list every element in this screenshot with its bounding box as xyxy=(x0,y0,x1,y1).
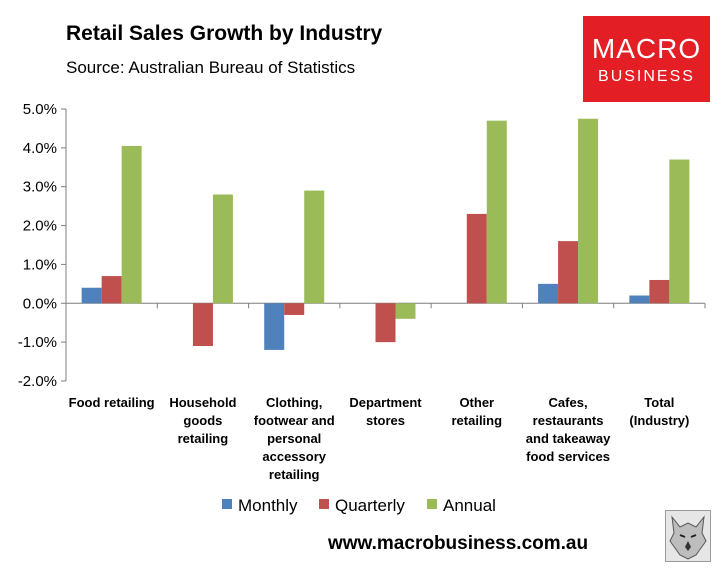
bar-quarterly xyxy=(649,279,670,304)
legend-swatch-quarterly xyxy=(319,499,329,509)
bar-annual xyxy=(578,118,599,304)
bar-quarterly xyxy=(558,241,579,304)
bar-annual xyxy=(304,190,325,304)
footer-url: www.macrobusiness.com.au xyxy=(328,533,589,554)
wolf-logo-icon xyxy=(665,510,711,562)
y-tick-label: 5.0% xyxy=(23,101,57,118)
bar-quarterly xyxy=(192,303,213,347)
y-tick-label: -2.0% xyxy=(18,373,57,390)
legend-label-annual: Annual xyxy=(443,496,496,515)
category-label: Clothing, footwear and personal accessory re… xyxy=(254,395,335,482)
category-label: Department stores xyxy=(349,395,422,428)
category-label: Cafes, restaurants and takeaway food servic… xyxy=(526,395,611,464)
category-label: Food retailing xyxy=(69,395,155,410)
bar-quarterly xyxy=(375,303,396,343)
y-tick-label: 2.0% xyxy=(23,218,57,235)
bar-monthly xyxy=(538,283,559,304)
bar-monthly xyxy=(81,287,102,304)
logo-line-2: BUSINESS xyxy=(598,68,695,85)
category-label: Household goods retailing xyxy=(169,395,236,446)
legend-label-quarterly: Quarterly xyxy=(335,496,405,515)
legend-swatch-monthly xyxy=(222,499,232,509)
legend-swatch-annual xyxy=(427,499,437,509)
bar-annual xyxy=(212,194,233,304)
bar-annual xyxy=(669,159,690,304)
bar-annual xyxy=(121,145,142,304)
bar-quarterly xyxy=(101,276,122,304)
category-label: Total (Industry) xyxy=(629,395,689,428)
chart-title: Retail Sales Growth by Industry xyxy=(66,22,383,45)
y-tick-label: 0.0% xyxy=(23,295,57,312)
chart-source: Source: Australian Bureau of Statistics xyxy=(66,58,356,77)
legend-label-monthly: Monthly xyxy=(238,496,298,515)
bar-monthly xyxy=(264,303,285,350)
bar-monthly xyxy=(629,295,650,304)
y-tick-label: 4.0% xyxy=(23,140,57,157)
y-tick-label: 3.0% xyxy=(23,179,57,196)
bar-annual xyxy=(395,303,416,319)
bar-quarterly xyxy=(284,303,305,315)
y-tick-label: -1.0% xyxy=(18,334,57,351)
y-tick-label: 1.0% xyxy=(23,256,57,273)
bar-annual xyxy=(486,120,507,304)
bar-quarterly xyxy=(466,213,487,304)
logo-line-1: MACRO xyxy=(591,33,702,64)
macro-business-logo: MACRO BUSINESS xyxy=(583,16,710,102)
category-label: Other retailing xyxy=(451,395,502,428)
